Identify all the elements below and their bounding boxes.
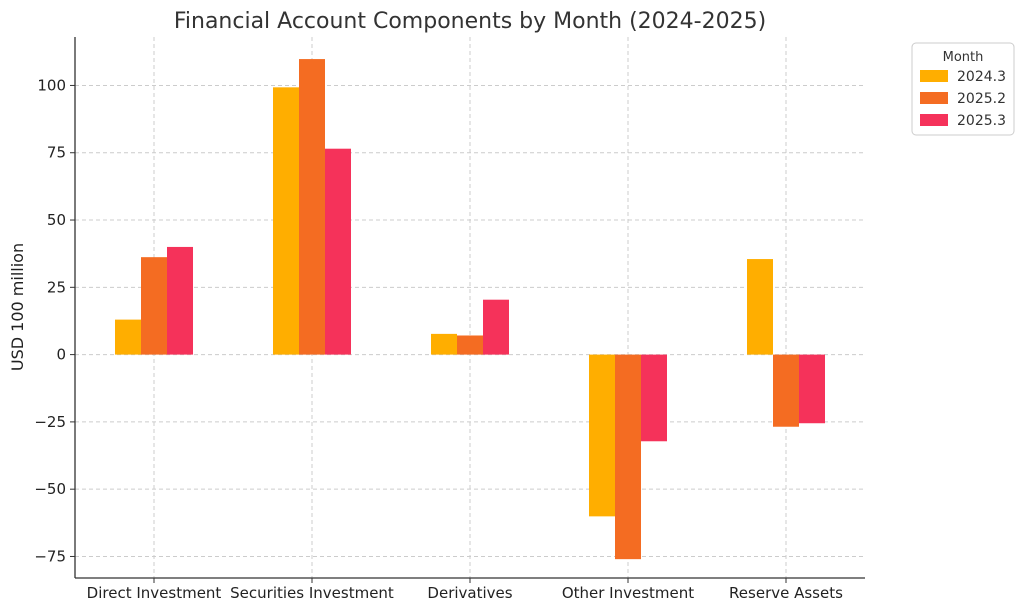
- y-axis-label: USD 100 million: [8, 243, 27, 371]
- bar-2025-2-0: [141, 257, 167, 355]
- y-tick-label: 75: [47, 144, 66, 162]
- y-tick-label: −50: [34, 480, 66, 498]
- legend-swatch: [920, 114, 948, 126]
- x-tick-label: Direct Investment: [87, 584, 222, 602]
- x-tick-label: Reserve Assets: [729, 584, 843, 602]
- legend: Month 2024.3 2025.2 2025.3: [911, 42, 1015, 136]
- bar-2025-3-4: [799, 354, 825, 424]
- y-ticks: −75 −50 −25 0 25 50 75 100: [34, 76, 75, 565]
- bars-layer: [115, 59, 825, 560]
- axes-layer: [74, 37, 865, 579]
- bar-2025-2-3: [615, 354, 641, 560]
- y-tick-label: 25: [47, 278, 66, 296]
- legend-title: Month: [943, 50, 984, 65]
- legend-entry: 2025.2: [957, 91, 1006, 107]
- bar-2025-2-1: [299, 59, 325, 355]
- bar-2025-3-0: [167, 246, 193, 355]
- bar-2025-3-1: [325, 148, 351, 355]
- y-tick-label: 50: [47, 211, 66, 229]
- y-tick-label: −75: [34, 547, 66, 565]
- bar-2025-3-2: [483, 299, 509, 355]
- x-tick-label: Securities Investment: [230, 584, 394, 602]
- bar-2024-3-1: [273, 87, 299, 355]
- bar-2024-3-4: [747, 259, 773, 355]
- bar-2025-3-3: [641, 354, 667, 442]
- bar-2024-3-3: [589, 354, 615, 517]
- legend-entry: 2024.3: [957, 69, 1006, 85]
- legend-entry: 2025.3: [957, 113, 1006, 129]
- y-tick-label: 100: [37, 76, 66, 94]
- x-ticks: Direct Investment Securities Investment De…: [87, 578, 843, 602]
- legend-swatch: [920, 70, 948, 82]
- bar-2025-2-4: [773, 354, 799, 427]
- bar-2025-2-2: [457, 335, 483, 355]
- bar-2024-3-2: [431, 333, 457, 355]
- chart-title: Financial Account Components by Month (2…: [174, 9, 766, 34]
- bar-2024-3-0: [115, 319, 141, 355]
- legend-box: [911, 42, 1015, 136]
- x-tick-label: Other Investment: [562, 584, 694, 602]
- x-tick-label: Derivatives: [427, 584, 512, 602]
- legend-swatch: [920, 92, 948, 104]
- y-tick-label: −25: [34, 413, 66, 431]
- y-tick-label: 0: [56, 346, 66, 364]
- grid-layer: [75, 37, 865, 578]
